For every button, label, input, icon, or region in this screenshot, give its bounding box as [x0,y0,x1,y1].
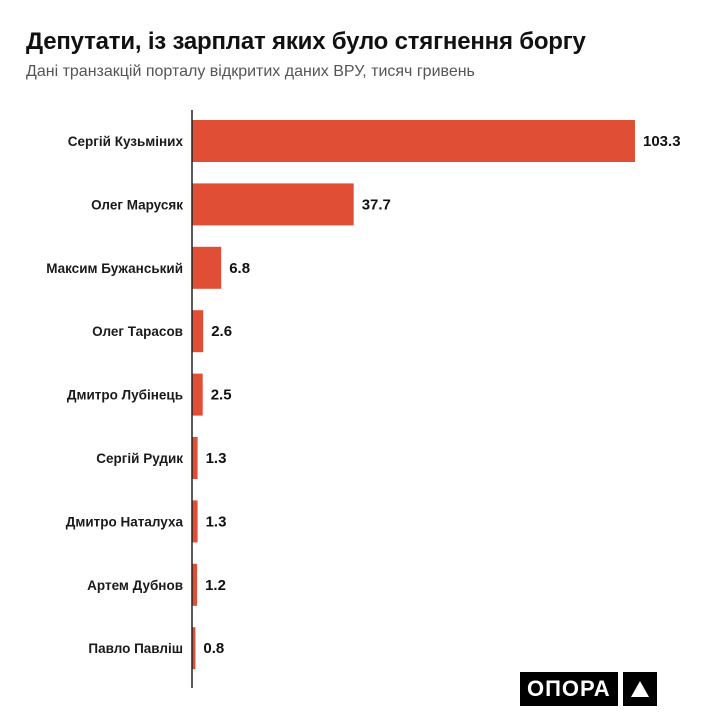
bar [192,120,635,162]
bars-group: Сергій Кузьміних 103.3 Олег Марусяк 37.7 Мак… [46,120,681,670]
bar [192,500,198,543]
bar [192,627,196,670]
value-label: 1.3 [206,450,227,467]
bar [192,310,204,353]
logo-text: ОПОРА [520,672,618,706]
bar [192,183,354,226]
chart-subtitle: Дані транзакцій порталу відкритих даних … [26,63,475,80]
bar [192,563,198,606]
value-label: 1.3 [206,513,227,530]
value-label: 37.7 [362,196,391,213]
category-label: Сергій Кузьміних [68,134,184,149]
value-label: 103.3 [643,133,681,150]
bar [192,246,222,289]
triangle-icon [622,672,657,706]
value-label: 0.8 [203,640,224,657]
bar [192,437,198,479]
chart-title: Депутати, із зарплат яких було стягнення… [26,28,586,55]
category-label: Олег Тарасов [92,324,183,339]
category-label: Дмитро Наталуха [66,514,184,529]
category-label: Павло Павліш [88,641,183,656]
category-label: Олег Марусяк [91,197,183,212]
bar [192,373,203,416]
category-label: Сергій Рудик [96,451,183,466]
value-label: 6.8 [229,260,250,277]
value-label: 2.6 [211,323,232,340]
category-label: Артем Дубнов [87,578,183,593]
value-label: 2.5 [211,387,232,404]
value-label: 1.2 [205,577,226,594]
category-label: Дмитро Лубінець [67,388,183,403]
opora-logo: ОПОРА [520,672,657,706]
category-label: Максим Бужанський [46,261,183,276]
